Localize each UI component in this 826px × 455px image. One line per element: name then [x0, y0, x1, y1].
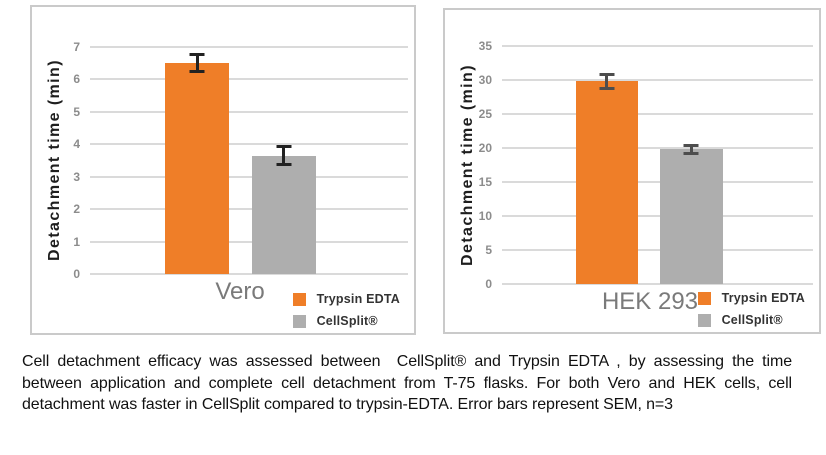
legend-swatch-trypsin-edta	[697, 291, 711, 305]
legend-label-trypsin-edta: Trypsin EDTA	[316, 292, 400, 306]
plot-area: 0 1 2 3 4 5 6 7	[73, 40, 410, 281]
gridline	[90, 78, 408, 81]
y-tick-label: 0	[485, 277, 492, 291]
chart-panel-hek293: Detachment time (min) 0 5 10 15 20 25 30 35 HEK…	[443, 8, 821, 334]
y-tick-label: 6	[73, 72, 80, 87]
category-label-vero: Vero	[215, 278, 265, 305]
y-tick-label: 0	[73, 267, 80, 281]
y-tick-label: 7	[73, 40, 80, 54]
legend: Trypsin EDTA CellSplit®	[292, 292, 400, 328]
y-tick-label: 25	[478, 107, 492, 121]
gridline	[90, 208, 408, 211]
gridline	[502, 79, 813, 81]
gridline	[502, 283, 813, 285]
error-bar-cap-bottom	[276, 163, 292, 167]
error-bar-cap-bottom	[599, 87, 615, 91]
error-bar-cap-top	[599, 72, 615, 76]
y-tick-label: 10	[478, 209, 492, 223]
bar-trypsin-edta	[165, 63, 230, 274]
bar-cellsplit	[660, 149, 723, 284]
gridline	[502, 181, 813, 183]
y-tick-label: 5	[73, 104, 80, 119]
error-bar-cellsplit	[683, 143, 699, 155]
figure-caption: Cell detachment efficacy was assessed be…	[22, 353, 797, 413]
category-label-hek293: HEK 293	[601, 288, 699, 315]
y-tick-label: 15	[478, 175, 492, 189]
gridline	[90, 273, 408, 275]
error-bar-line	[282, 144, 286, 167]
gridline	[502, 249, 813, 251]
y-tick-label: 5	[485, 243, 492, 257]
error-bar-cap-top	[683, 143, 699, 147]
error-bar-cellsplit	[276, 144, 292, 167]
y-tick-label: 4	[73, 137, 80, 152]
plot-area: 0 5 10 15 20 25 30 35	[479, 39, 815, 291]
y-tick-label: 1	[73, 234, 80, 249]
error-bar-line	[195, 53, 199, 73]
y-axis-label: Detachment time (min)	[46, 59, 63, 261]
gridline	[90, 143, 408, 146]
y-tick-label: 3	[73, 169, 80, 184]
gridline	[502, 45, 813, 47]
legend-label-trypsin-edta: Trypsin EDTA	[721, 291, 805, 305]
legend-swatch-cellsplit	[292, 314, 306, 328]
gridline	[502, 113, 813, 115]
y-tick-label: 2	[73, 202, 80, 217]
y-tick-label: 35	[478, 39, 492, 53]
error-bar-line	[689, 143, 693, 155]
error-bar-cap-bottom	[683, 151, 699, 155]
gridline	[502, 215, 813, 217]
gridline	[90, 110, 408, 113]
y-tick-label: 30	[478, 73, 492, 87]
error-bar-trypsin-edta	[599, 72, 615, 91]
legend-swatch-cellsplit	[697, 313, 711, 327]
error-bar-cap-top	[189, 53, 205, 57]
chart-panel-vero: Detachment time (min) 0 1 2 3 4 5 6 7 Vero Tryp…	[30, 5, 416, 335]
legend-item-cellsplit: CellSplit®	[697, 313, 805, 327]
gridline	[502, 147, 813, 149]
legend: Trypsin EDTA CellSplit®	[697, 291, 805, 327]
gridline	[90, 240, 408, 243]
gridline	[90, 175, 408, 178]
bar-cellsplit	[251, 155, 316, 274]
legend-label-cellsplit: CellSplit®	[721, 313, 783, 327]
error-bar-cap-bottom	[189, 69, 205, 73]
error-bar-line	[605, 72, 609, 91]
y-tick-label: 20	[478, 141, 492, 155]
legend-item-cellsplit: CellSplit®	[292, 314, 400, 328]
bar-trypsin-edta	[575, 81, 639, 284]
error-bar-cap-top	[276, 144, 292, 148]
legend-swatch-trypsin-edta	[292, 292, 306, 306]
legend-label-cellsplit: CellSplit®	[316, 314, 378, 328]
legend-item-trypsin-edta: Trypsin EDTA	[697, 291, 805, 305]
gridline	[90, 46, 408, 48]
error-bar-trypsin-edta	[189, 53, 205, 73]
legend-item-trypsin-edta: Trypsin EDTA	[292, 292, 400, 306]
y-axis-label: Detachment time (min)	[459, 64, 476, 266]
